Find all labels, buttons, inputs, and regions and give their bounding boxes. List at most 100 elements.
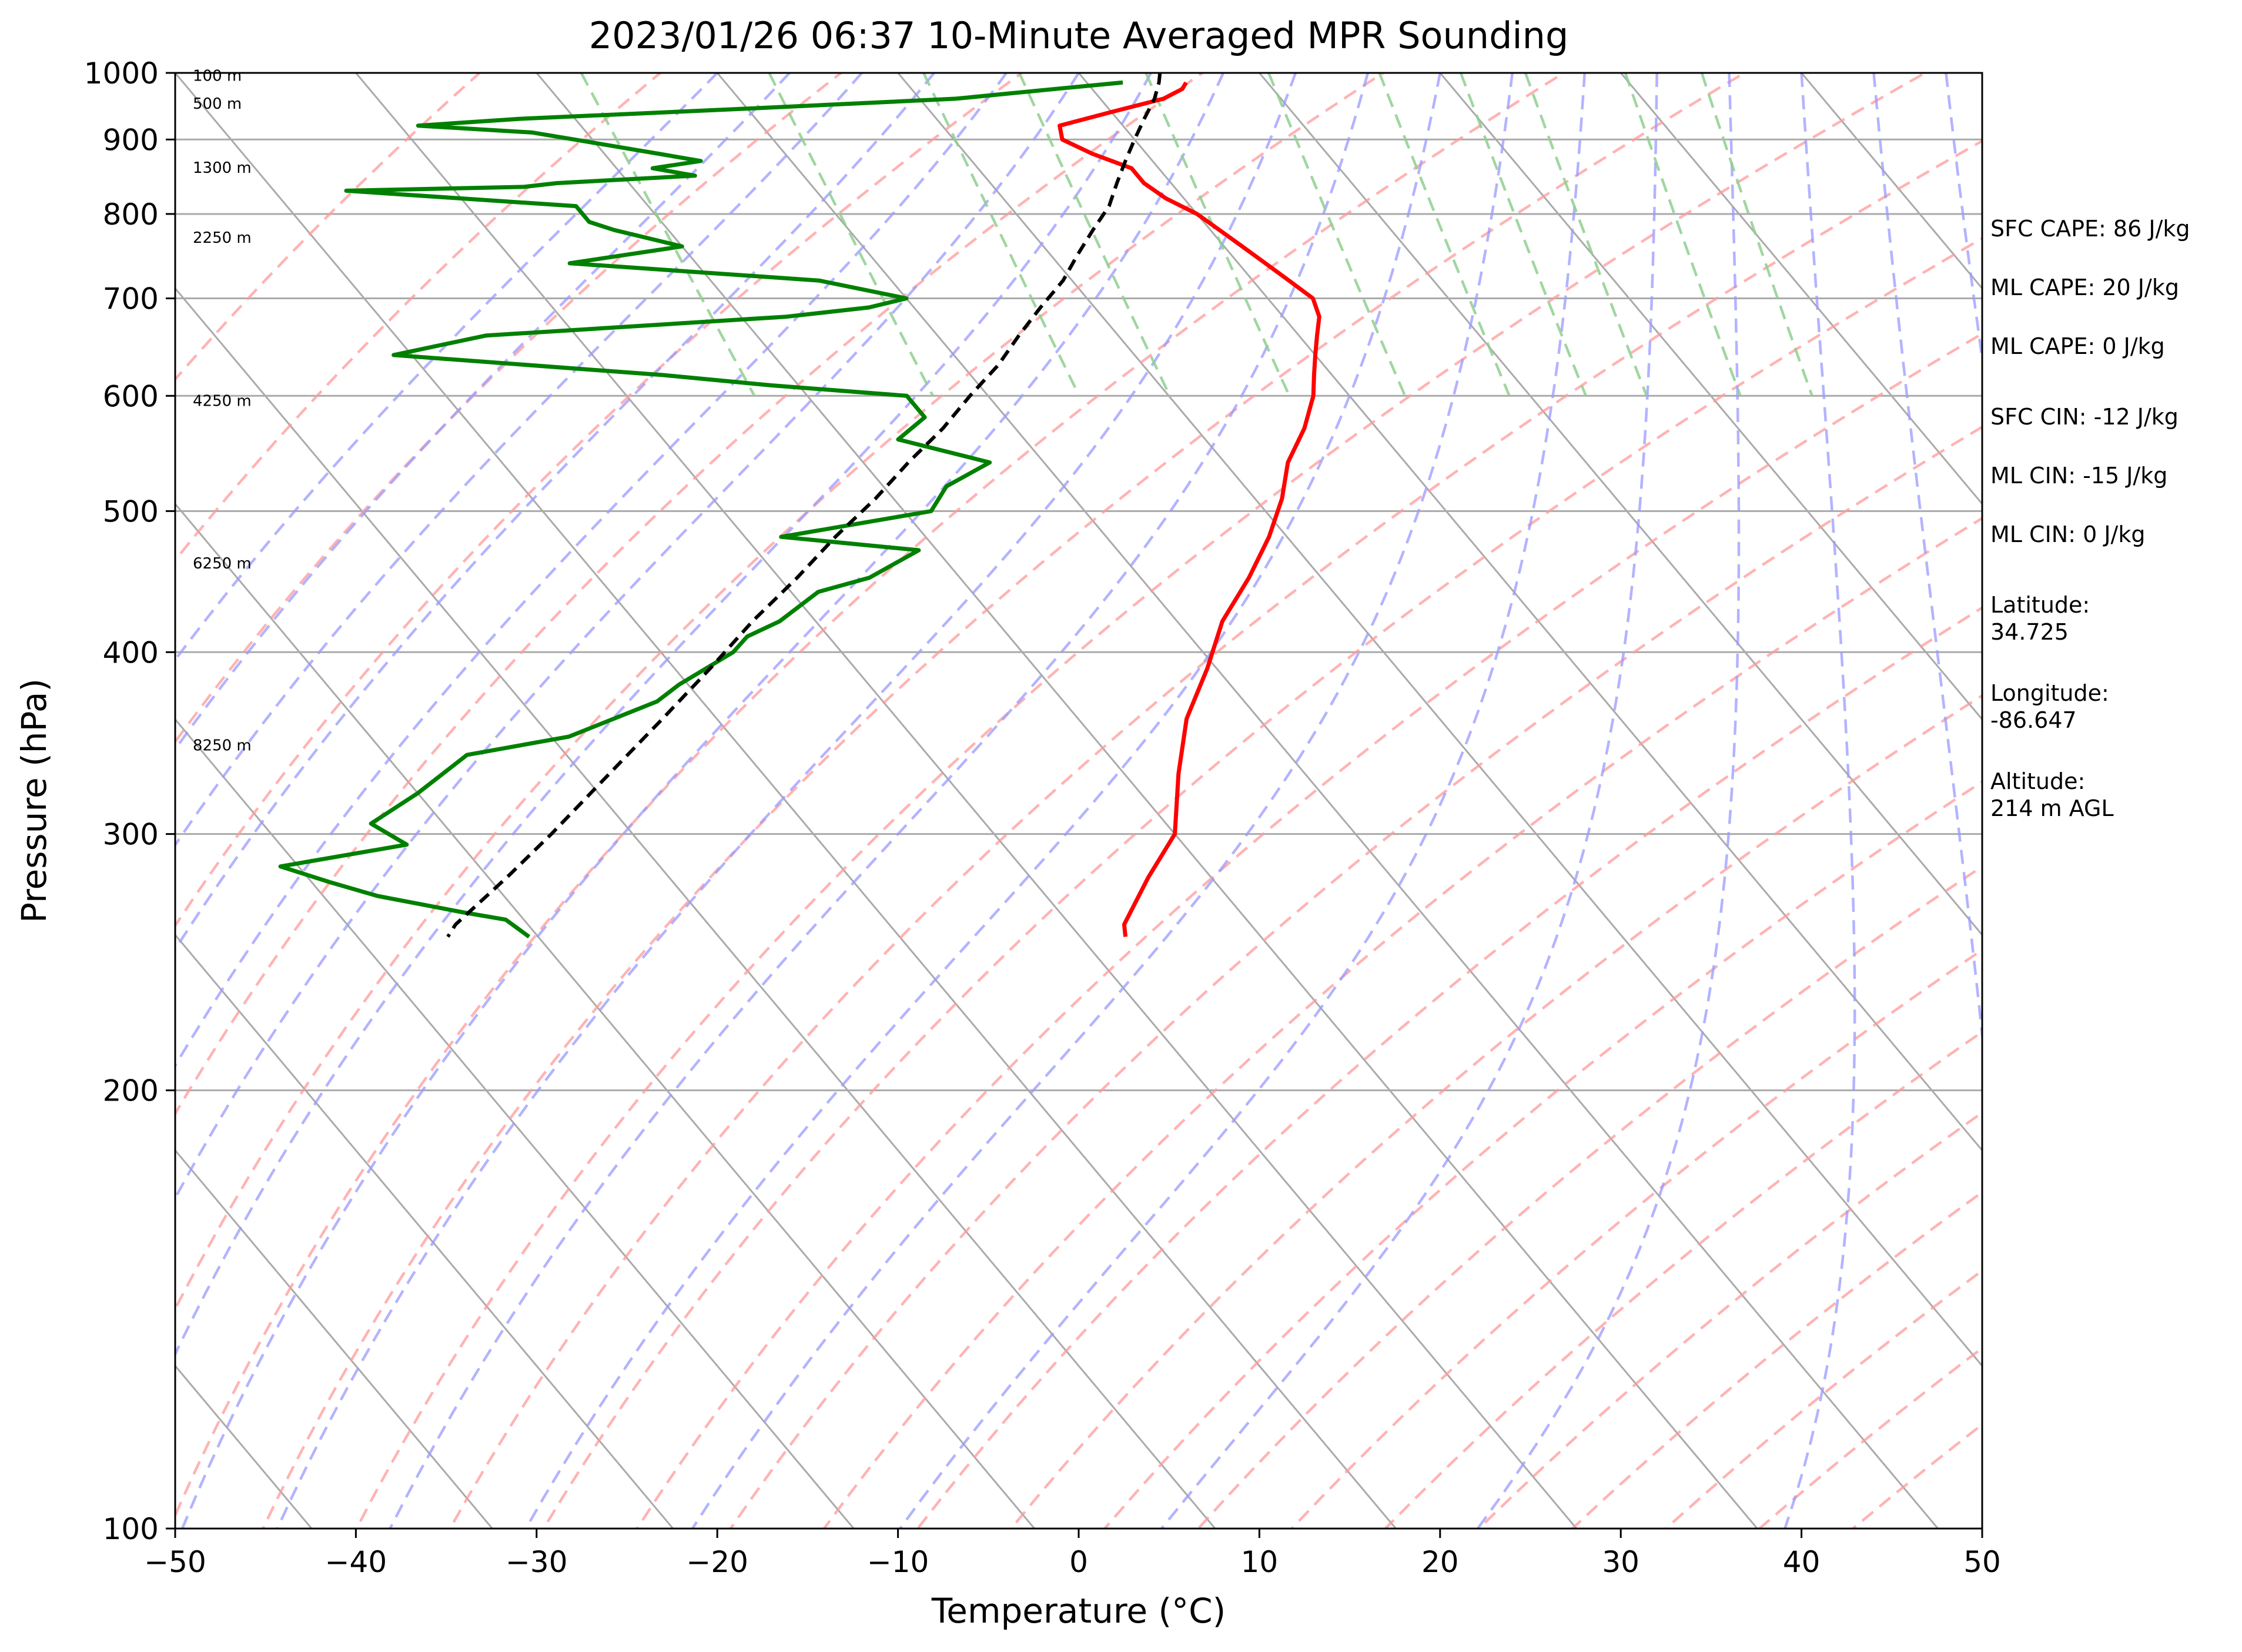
info-annotation: ML CAPE: 0 J/kg bbox=[1990, 333, 2165, 359]
moist-adiabat bbox=[899, 73, 1586, 1529]
x-axis: −50 −40 −30 −20 −10 0 10 20 30 40 50 bbox=[144, 1529, 2001, 1579]
dry-adiabat bbox=[354, 73, 1928, 1529]
y-tick-label: 300 bbox=[103, 818, 159, 852]
moist-adiabat bbox=[175, 73, 1080, 1201]
height-label: 500 m bbox=[193, 95, 242, 113]
dry-adiabat bbox=[175, 73, 1386, 1312]
data-series bbox=[278, 73, 1321, 939]
isotherm-gridline bbox=[536, 73, 1758, 1529]
height-label: 100 m bbox=[193, 67, 242, 85]
mixing-ratio-line bbox=[1700, 73, 1813, 397]
height-label: 4250 m bbox=[193, 392, 252, 410]
x-tick-label: 40 bbox=[1783, 1545, 1821, 1579]
dry-adiabat bbox=[175, 73, 482, 382]
mixing-ratio-line bbox=[1018, 73, 1171, 397]
reference-lines bbox=[175, 73, 1982, 1529]
moist-adiabat bbox=[1783, 73, 1856, 1529]
mixing-ratio-line bbox=[1378, 73, 1511, 397]
dry-adiabat bbox=[449, 139, 1982, 1529]
dry-adiabat bbox=[175, 73, 662, 563]
isotherm-gridline bbox=[1259, 73, 1982, 937]
dry-adiabat bbox=[175, 73, 1567, 1519]
info-annotation: ML CAPE: 20 J/kg bbox=[1990, 275, 2179, 300]
dry-adiabat bbox=[542, 236, 1982, 1529]
parcel-profile-line bbox=[446, 73, 1162, 938]
x-tick-label: 30 bbox=[1602, 1545, 1639, 1579]
height-labels: 100 m 500 m 1300 m 2250 m 4250 m 6250 m 8250 m bbox=[193, 67, 252, 754]
mixing-ratio-line bbox=[1459, 73, 1587, 397]
y-tick-label: 200 bbox=[103, 1074, 159, 1108]
plot-frame bbox=[174, 72, 1983, 1530]
info-annotation: SFC CAPE: 86 J/kg bbox=[1990, 216, 2190, 242]
isotherm-gridline bbox=[175, 1149, 493, 1529]
x-tick-label: −40 bbox=[325, 1545, 387, 1579]
temperature-profile-line bbox=[1058, 81, 1321, 937]
moist-adiabat bbox=[1872, 73, 1982, 1047]
isotherm-gridline bbox=[1439, 73, 1982, 721]
info-annotation: Longitude: -86.647 bbox=[1990, 680, 2109, 733]
y-tick-label: 800 bbox=[103, 198, 159, 232]
moist-adiabat bbox=[1160, 73, 1658, 1529]
isotherm-gridline bbox=[355, 73, 1578, 1529]
isotherm-gridline bbox=[717, 73, 1939, 1529]
info-annotation: ML CIN: 0 J/kg bbox=[1990, 521, 2145, 547]
dry-adiabat bbox=[1570, 1190, 1982, 1529]
mixing-ratio-line bbox=[1524, 73, 1648, 397]
moist-adiabat bbox=[175, 73, 863, 848]
dry-adiabat bbox=[175, 73, 1024, 928]
moist-adiabat bbox=[389, 73, 1369, 1529]
mixing-ratio-line bbox=[922, 73, 1080, 397]
mixing-ratio-line bbox=[1145, 73, 1291, 397]
dry-adiabat bbox=[916, 606, 1982, 1529]
x-tick-label: 10 bbox=[1241, 1545, 1279, 1579]
info-panel: SFC CAPE: 86 J/kg ML CAPE: 20 J/kg ML CAPE… bbox=[1990, 216, 2190, 821]
isotherm-gridline bbox=[1620, 73, 1982, 506]
y-tick-label: 400 bbox=[103, 636, 159, 670]
y-tick-label: 700 bbox=[103, 282, 159, 316]
dry-adiabat bbox=[1664, 1269, 1982, 1529]
dry-adiabat bbox=[175, 73, 1205, 1116]
height-label: 8250 m bbox=[193, 737, 252, 754]
height-label: 6250 m bbox=[193, 555, 252, 573]
isotherm-gridline bbox=[175, 933, 674, 1529]
info-annotation: Altitude: 214 m AGL bbox=[1990, 768, 2114, 821]
isotherm-gridline bbox=[175, 287, 1216, 1529]
isotherm-gridline bbox=[897, 73, 1982, 1367]
x-axis-label: Temperature (°C) bbox=[931, 1591, 1226, 1631]
moist-adiabat bbox=[175, 73, 718, 663]
x-tick-label: 50 bbox=[1963, 1545, 2001, 1579]
mixing-ratio-line bbox=[1267, 73, 1407, 397]
moist-adiabat bbox=[175, 73, 1152, 1357]
moist-adiabat bbox=[175, 73, 935, 952]
dry-adiabat bbox=[261, 73, 1748, 1529]
dry-adiabat bbox=[1009, 694, 1982, 1529]
moist-adiabat bbox=[1477, 73, 1741, 1529]
info-annotation: ML CIN: -15 J/kg bbox=[1990, 463, 2167, 489]
x-tick-label: 20 bbox=[1421, 1545, 1459, 1579]
height-label: 1300 m bbox=[193, 159, 252, 177]
chart-title: 2023/01/26 06:37 10-Minute Averaged MPR … bbox=[589, 14, 1569, 57]
isotherm-gridline bbox=[175, 73, 1397, 1529]
mixing-ratio-line bbox=[1624, 73, 1742, 397]
y-axis: 1000 900 800 700 600 500 400 300 200 100 bbox=[84, 56, 175, 1546]
dewpoint-profile-line bbox=[278, 80, 1123, 939]
isotherm-gridline bbox=[175, 502, 1035, 1529]
x-tick-label: −30 bbox=[506, 1545, 568, 1579]
dry-adiabat bbox=[1477, 1111, 1982, 1529]
x-tick-label: −20 bbox=[686, 1545, 748, 1579]
mixing-ratio-line bbox=[768, 73, 934, 397]
x-tick-label: −10 bbox=[867, 1545, 929, 1579]
info-annotation: Latitude: 34.725 bbox=[1990, 592, 2090, 645]
moist-adiabat bbox=[181, 73, 1224, 1529]
y-tick-label: 900 bbox=[103, 123, 159, 157]
dry-adiabat bbox=[729, 425, 1982, 1529]
height-label: 2250 m bbox=[193, 229, 252, 247]
isotherm-gridline bbox=[175, 718, 855, 1529]
y-tick-label: 1000 bbox=[84, 56, 159, 91]
y-axis-label: Pressure (hPa) bbox=[14, 678, 54, 923]
x-tick-label: 0 bbox=[1069, 1545, 1088, 1579]
x-tick-label: −50 bbox=[144, 1545, 206, 1579]
moist-adiabat bbox=[276, 73, 1297, 1529]
dry-adiabat bbox=[635, 332, 1982, 1529]
